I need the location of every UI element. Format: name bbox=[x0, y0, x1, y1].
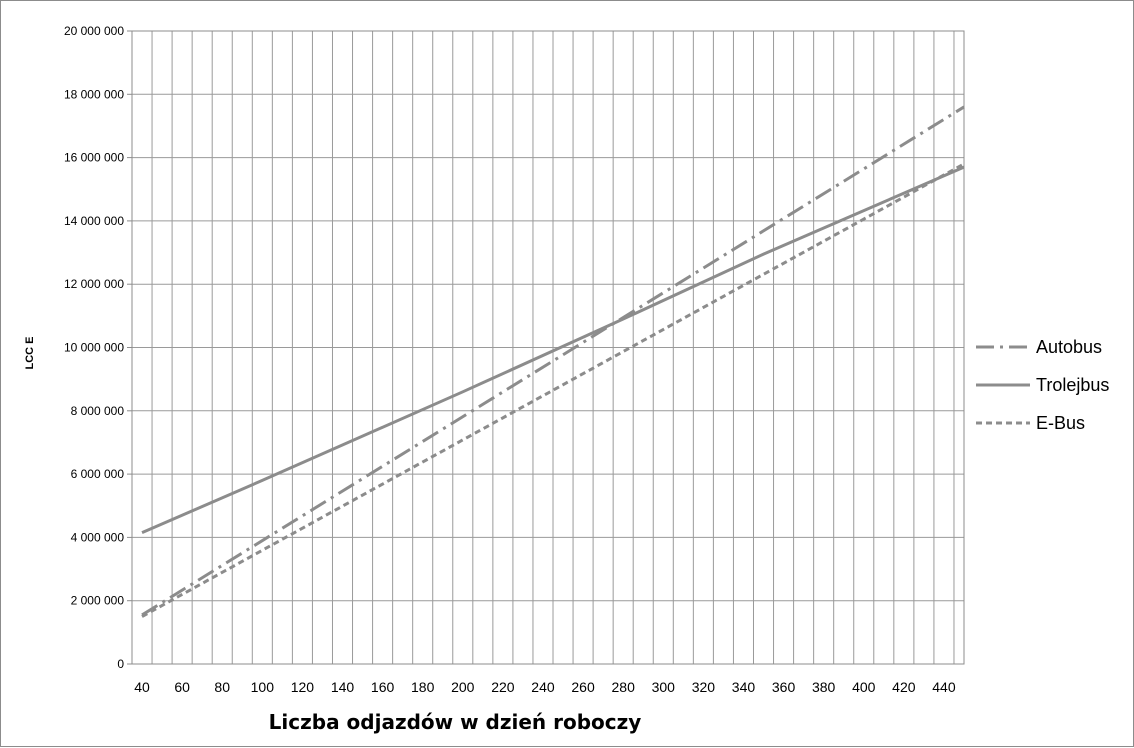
x-tick-label: 300 bbox=[652, 679, 676, 695]
series-line-autobus bbox=[141, 105, 965, 617]
x-tick-label: 400 bbox=[852, 679, 876, 695]
y-tick-label: 8 000 000 bbox=[71, 404, 125, 418]
y-tick-label: 0 bbox=[117, 657, 124, 671]
x-tick-label: 160 bbox=[371, 679, 395, 695]
y-tick-label: 20 000 000 bbox=[64, 24, 124, 38]
y-axis-title: LCC E bbox=[24, 337, 36, 370]
series-line-e-bus bbox=[141, 162, 965, 618]
x-tick-label: 380 bbox=[812, 679, 836, 695]
x-tick-label: 100 bbox=[251, 679, 275, 695]
x-tick-label: 40 bbox=[134, 679, 150, 695]
x-tick-label: 220 bbox=[491, 679, 515, 695]
y-tick-labels: 0 2 000 000 4 000 000 6 000 000 8 000 000 10 … bbox=[64, 24, 132, 671]
series-lines bbox=[141, 105, 965, 618]
x-tick-label: 120 bbox=[291, 679, 315, 695]
x-tick-label: 240 bbox=[531, 679, 555, 695]
series-line-trolejbus bbox=[141, 165, 965, 535]
x-axis-title: Liczba odjazdów w dzień roboczy bbox=[269, 710, 642, 734]
x-tick-label: 180 bbox=[411, 679, 435, 695]
x-tick-label: 260 bbox=[571, 679, 595, 695]
x-tick-label: 420 bbox=[892, 679, 916, 695]
x-tick-label: 320 bbox=[692, 679, 716, 695]
y-tick-label: 2 000 000 bbox=[71, 594, 125, 608]
y-tick-label: 14 000 000 bbox=[64, 214, 124, 228]
x-tick-label: 440 bbox=[932, 679, 956, 695]
y-tick-label: 12 000 000 bbox=[64, 277, 124, 291]
x-tick-label: 60 bbox=[174, 679, 190, 695]
x-tick-label: 200 bbox=[451, 679, 475, 695]
legend-label: Trolejbus bbox=[1036, 375, 1109, 395]
x-tick-labels: 40 60 80 100 120 140 160 180 200 220 240 260 280 300 3… bbox=[134, 679, 956, 695]
x-tick-label: 340 bbox=[732, 679, 756, 695]
x-tick-label: 360 bbox=[772, 679, 796, 695]
legend: Autobus Trolejbus E-Bus bbox=[976, 337, 1109, 433]
y-tick-label: 18 000 000 bbox=[64, 87, 124, 101]
grid-lines bbox=[131, 30, 965, 665]
y-tick-label: 4 000 000 bbox=[71, 530, 125, 544]
x-tick-label: 280 bbox=[612, 679, 636, 695]
legend-label: E-Bus bbox=[1036, 413, 1085, 433]
legend-label: Autobus bbox=[1036, 337, 1102, 357]
x-tick-label: 80 bbox=[214, 679, 230, 695]
y-tick-label: 16 000 000 bbox=[64, 151, 124, 165]
y-tick-label: 10 000 000 bbox=[64, 341, 124, 355]
x-tick-label: 140 bbox=[331, 679, 355, 695]
y-tick-label: 6 000 000 bbox=[71, 467, 125, 481]
